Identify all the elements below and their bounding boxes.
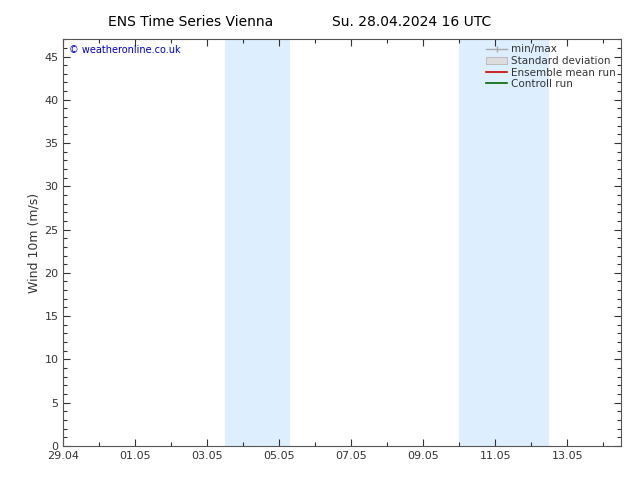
Bar [460, 39, 549, 446]
Bar [225, 39, 290, 446]
Y-axis label: Wind 10m (m/s): Wind 10m (m/s) [27, 193, 40, 293]
Text: ENS Time Series Vienna: ENS Time Series Vienna [108, 15, 273, 29]
Legend: min/max, Standard deviation, Ensemble mean run, Controll run: min/max, Standard deviation, Ensemble me… [484, 42, 618, 91]
Text: © weatheronline.co.uk: © weatheronline.co.uk [69, 45, 181, 55]
Text: Su. 28.04.2024 16 UTC: Su. 28.04.2024 16 UTC [332, 15, 492, 29]
